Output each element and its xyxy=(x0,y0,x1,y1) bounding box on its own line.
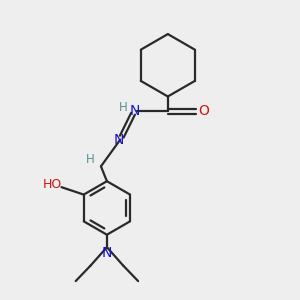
Text: O: O xyxy=(198,104,209,118)
Text: HO: HO xyxy=(42,178,62,191)
Text: N: N xyxy=(114,133,124,147)
Text: H: H xyxy=(119,101,128,114)
Text: N: N xyxy=(102,245,112,260)
Text: H: H xyxy=(86,153,95,166)
Text: N: N xyxy=(130,104,140,118)
